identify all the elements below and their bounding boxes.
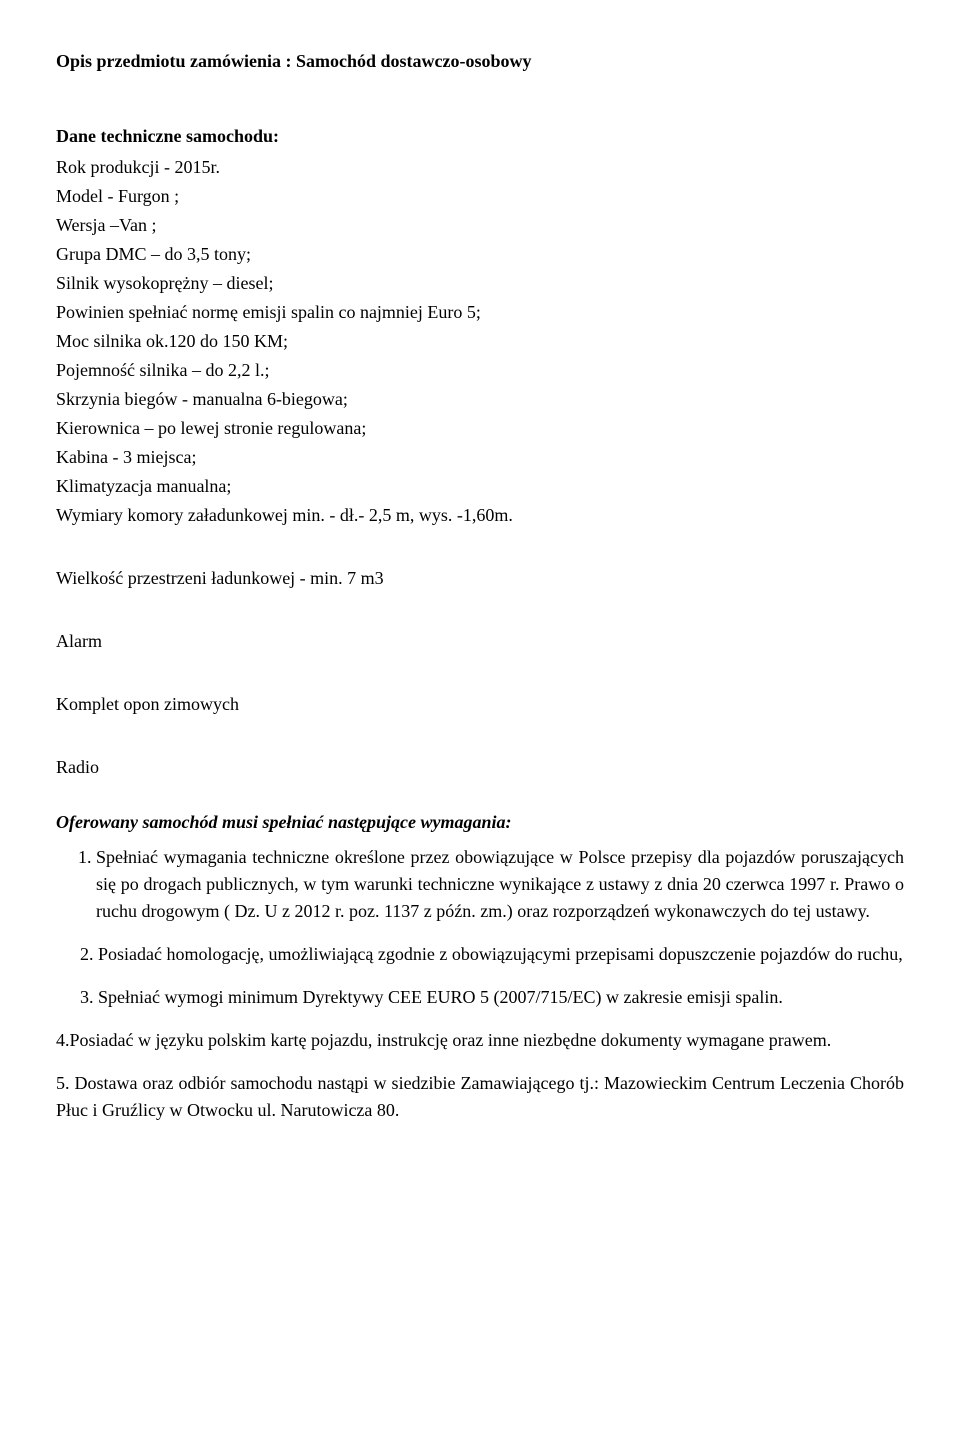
- spec-alarm: Alarm: [56, 628, 904, 655]
- spec-wersja: Wersja –Van ;: [56, 212, 904, 239]
- requirement-2: 2. Posiadać homologację, umożliwiającą z…: [56, 941, 904, 968]
- spec-kierownica: Kierownica – po lewej stronie regulowana…: [56, 415, 904, 442]
- requirement-1: Spełniać wymagania techniczne określone …: [96, 844, 904, 925]
- requirements-list: Spełniać wymagania techniczne określone …: [56, 844, 904, 925]
- spec-moc: Moc silnika ok.120 do 150 KM;: [56, 328, 904, 355]
- spec-wielkosc: Wielkość przestrzeni ładunkowej - min. 7…: [56, 565, 904, 592]
- spec-radio: Radio: [56, 754, 904, 781]
- requirement-4: 4.Posiadać w języku polskim kartę pojazd…: [56, 1027, 904, 1054]
- spec-model: Model - Furgon ;: [56, 183, 904, 210]
- spec-opony: Komplet opon zimowych: [56, 691, 904, 718]
- spec-grupa: Grupa DMC – do 3,5 tony;: [56, 241, 904, 268]
- spec-silnik: Silnik wysokoprężny – diesel;: [56, 270, 904, 297]
- requirements-heading: Oferowany samochód musi spełniać następu…: [56, 809, 904, 836]
- spec-wymiary: Wymiary komory załadunkowej min. - dł.- …: [56, 502, 904, 529]
- tech-heading: Dane techniczne samochodu:: [56, 123, 904, 150]
- requirement-3: 3. Spełniać wymogi minimum Dyrektywy CEE…: [56, 984, 904, 1011]
- spec-kabina: Kabina - 3 miejsca;: [56, 444, 904, 471]
- requirement-5: 5. Dostawa oraz odbiór samochodu nastąpi…: [56, 1070, 904, 1124]
- spec-skrzynia: Skrzynia biegów - manualna 6-biegowa;: [56, 386, 904, 413]
- spec-klimatyzacja: Klimatyzacja manualna;: [56, 473, 904, 500]
- spec-emisja: Powinien spełniać normę emisji spalin co…: [56, 299, 904, 326]
- spec-pojemnosc: Pojemność silnika – do 2,2 l.;: [56, 357, 904, 384]
- spec-rok: Rok produkcji - 2015r.: [56, 154, 904, 181]
- document-title: Opis przedmiotu zamówienia : Samochód do…: [56, 48, 904, 75]
